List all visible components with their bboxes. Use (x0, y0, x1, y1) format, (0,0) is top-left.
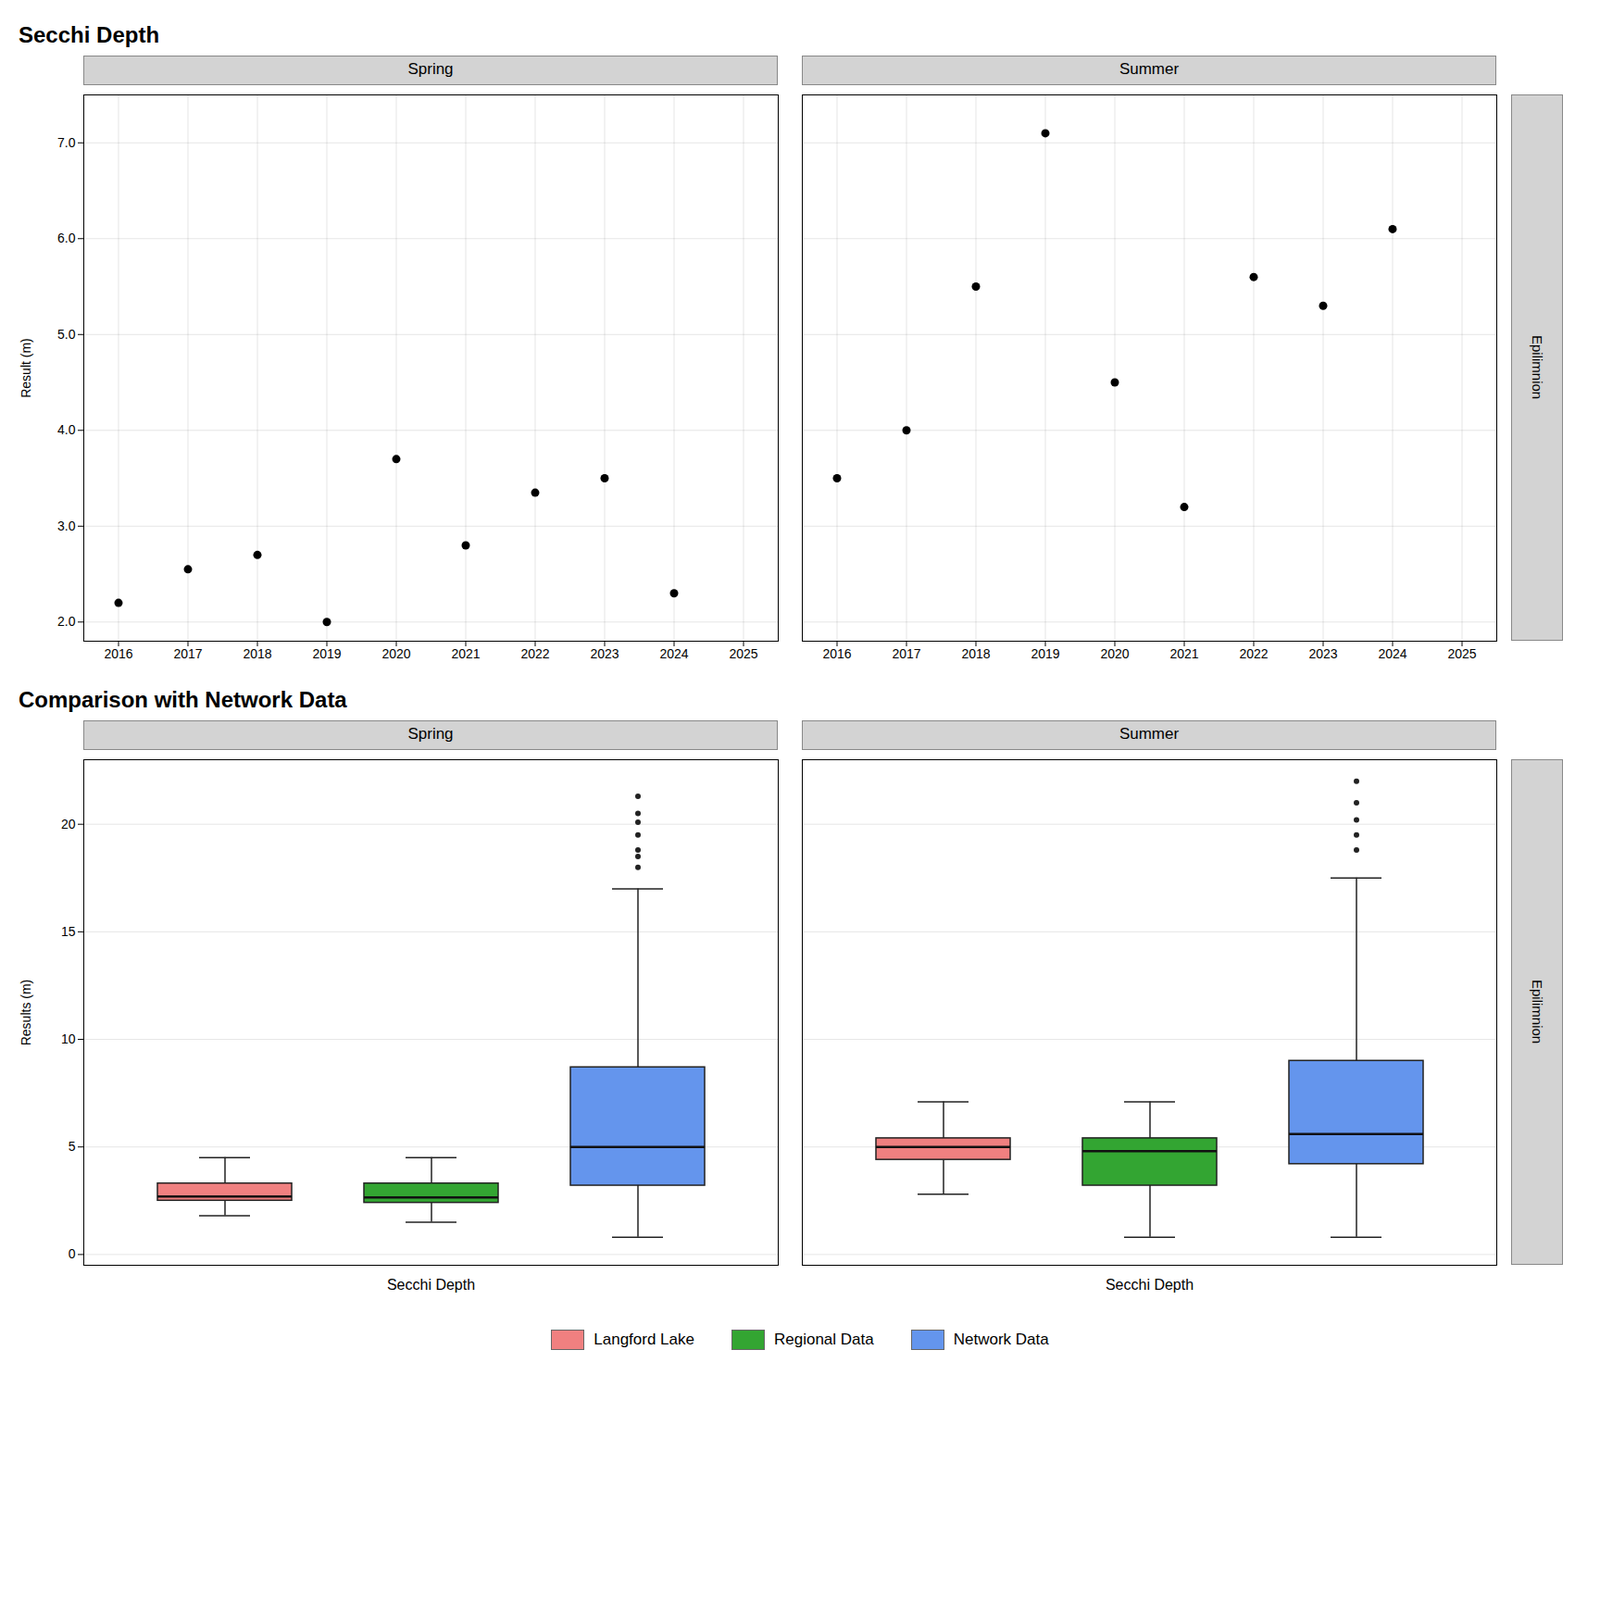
svg-text:2025: 2025 (1447, 646, 1476, 662)
svg-text:Results (m): Results (m) (18, 979, 34, 1047)
svg-text:7.0: 7.0 (57, 135, 76, 150)
svg-text:2020: 2020 (1100, 646, 1129, 662)
svg-text:2018: 2018 (242, 646, 272, 662)
html-text:Summer: Summer (1119, 60, 1179, 78)
svg-text:2016: 2016 (822, 646, 851, 662)
html-text:Network Data: Network Data (953, 1330, 1049, 1349)
svg-text:2021: 2021 (450, 646, 480, 662)
svg-text:10: 10 (61, 1031, 76, 1047)
svg-text:15: 15 (61, 924, 76, 939)
svg-text:2021: 2021 (1169, 646, 1199, 662)
svg-text:2025: 2025 (728, 646, 758, 662)
svg-text:2023: 2023 (589, 646, 619, 662)
svg-text:Secchi Depth: Secchi Depth (1105, 1276, 1194, 1293)
svg-text:6.0: 6.0 (57, 230, 76, 246)
html-text:Spring: Spring (407, 725, 454, 743)
svg-text:2022: 2022 (520, 646, 550, 662)
svg-text:2024: 2024 (659, 646, 688, 662)
svg-text:2024: 2024 (1377, 646, 1407, 662)
svg-text:2016: 2016 (103, 646, 133, 662)
svg-text:5: 5 (68, 1138, 76, 1154)
svg-text:2017: 2017 (891, 646, 921, 662)
svg-text:2.0: 2.0 (57, 613, 76, 629)
html-text:Secchi Depth: Secchi Depth (18, 22, 160, 48)
svg-text:20: 20 (61, 816, 76, 832)
html-text:Spring: Spring (407, 60, 454, 78)
html-text:Regional Data: Regional Data (774, 1330, 874, 1349)
html-text:Summer: Summer (1119, 725, 1179, 743)
html-text:Epilimnion: Epilimnion (1529, 980, 1545, 1045)
svg-text:2023: 2023 (1308, 646, 1338, 662)
html-text:Langford Lake: Langford Lake (593, 1330, 695, 1349)
svg-text:2019: 2019 (1030, 646, 1060, 662)
svg-text:2018: 2018 (961, 646, 990, 662)
svg-text:4.0: 4.0 (57, 422, 76, 438)
svg-text:Result (m): Result (m) (18, 337, 34, 399)
svg-text:2017: 2017 (173, 646, 202, 662)
html-text:Epilimnion: Epilimnion (1529, 335, 1545, 400)
svg-text:2020: 2020 (381, 646, 411, 662)
svg-text:2019: 2019 (312, 646, 341, 662)
html-text:Comparison with Network Data: Comparison with Network Data (18, 687, 347, 713)
svg-text:0: 0 (68, 1246, 76, 1262)
svg-text:3.0: 3.0 (57, 518, 76, 534)
svg-text:2022: 2022 (1238, 646, 1268, 662)
svg-text:5.0: 5.0 (57, 326, 76, 342)
svg-text:Secchi Depth: Secchi Depth (387, 1276, 475, 1293)
